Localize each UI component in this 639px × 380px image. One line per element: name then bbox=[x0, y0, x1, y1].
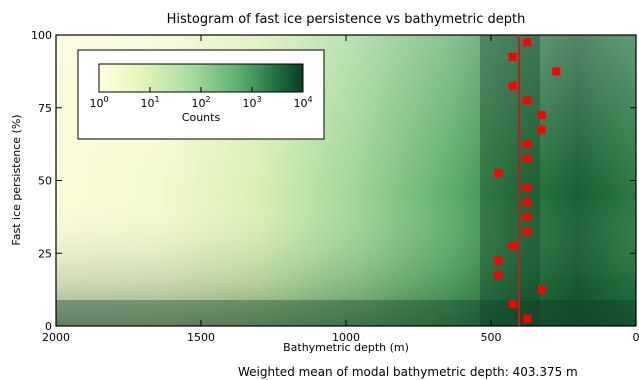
x-tick-label: 500 bbox=[481, 331, 502, 344]
modal-point bbox=[552, 67, 561, 76]
modal-point bbox=[508, 52, 517, 61]
y-tick-label: 75 bbox=[38, 102, 52, 115]
modal-point bbox=[523, 183, 532, 192]
colorbar-tick-label: 104 bbox=[293, 95, 312, 110]
y-axis-label: Fast ice persistence (%) bbox=[10, 114, 23, 245]
x-tick-label: 0 bbox=[633, 331, 639, 344]
modal-point bbox=[508, 300, 517, 309]
colorbar-legend: 100 101 102 103 104 Counts bbox=[77, 49, 325, 140]
colorbar-label: Counts bbox=[182, 111, 221, 124]
chart-title: Histogram of fast ice persistence vs bat… bbox=[167, 12, 526, 27]
modal-point bbox=[537, 111, 546, 120]
modal-point bbox=[508, 241, 517, 250]
colorbar-box bbox=[77, 49, 325, 140]
colorbar-tick-label: 102 bbox=[191, 95, 210, 110]
colorbar-tick-label: 100 bbox=[89, 95, 108, 110]
x-axis: 2000 1500 1000 500 0 bbox=[42, 35, 639, 344]
modal-point bbox=[523, 154, 532, 163]
modal-point bbox=[494, 169, 503, 178]
weighted-mean-caption: Weighted mean of modal bathymetric depth… bbox=[238, 365, 578, 379]
modal-point bbox=[523, 96, 532, 105]
y-tick-label: 100 bbox=[31, 29, 52, 42]
heatmap-dark-band bbox=[480, 35, 540, 326]
x-tick-label: 1000 bbox=[332, 331, 360, 344]
modal-point bbox=[523, 140, 532, 149]
y-axis: 0 25 50 75 100 bbox=[31, 29, 636, 333]
modal-point bbox=[494, 271, 503, 280]
modal-point bbox=[523, 198, 532, 207]
modal-point bbox=[523, 314, 532, 323]
modal-point bbox=[523, 227, 532, 236]
modal-point bbox=[537, 285, 546, 294]
x-tick-label: 1500 bbox=[187, 331, 215, 344]
modal-points bbox=[494, 38, 561, 323]
modal-point bbox=[523, 212, 532, 221]
x-axis-label: Bathymetric depth (m) bbox=[283, 341, 409, 354]
modal-point bbox=[494, 256, 503, 265]
y-tick-label: 0 bbox=[45, 320, 52, 333]
modal-point bbox=[537, 125, 546, 134]
x-tick-label: 2000 bbox=[42, 331, 70, 344]
modal-point bbox=[523, 38, 532, 47]
colorbar-tick-label: 103 bbox=[242, 95, 261, 110]
colorbar-tick-label: 101 bbox=[140, 95, 159, 110]
colorbar-ticks: 100 101 102 103 104 bbox=[89, 87, 313, 110]
y-tick-label: 25 bbox=[38, 247, 52, 260]
modal-point bbox=[508, 81, 517, 90]
y-tick-label: 50 bbox=[38, 175, 52, 188]
